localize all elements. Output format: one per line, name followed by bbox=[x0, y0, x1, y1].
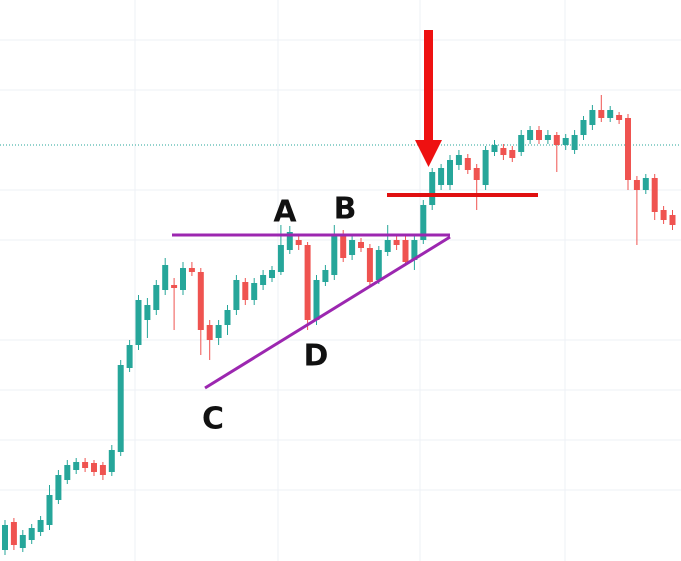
candle-body bbox=[135, 300, 142, 345]
candles bbox=[2, 95, 676, 555]
candle-body bbox=[375, 250, 382, 280]
candle-body bbox=[482, 150, 489, 185]
candle-body bbox=[206, 325, 213, 340]
candle-body bbox=[669, 215, 676, 225]
candle-body bbox=[162, 265, 169, 290]
candle-body bbox=[598, 110, 605, 118]
candle-body bbox=[393, 240, 400, 245]
support-line bbox=[204, 235, 451, 390]
candle-body bbox=[633, 180, 640, 190]
candle-body bbox=[64, 465, 71, 480]
annotation-label: B bbox=[334, 192, 357, 227]
candle-body bbox=[500, 148, 507, 155]
candle-body bbox=[233, 280, 240, 310]
candle-body bbox=[251, 283, 258, 300]
candle-body bbox=[455, 155, 462, 165]
candle-body bbox=[55, 475, 62, 500]
candle-body bbox=[384, 240, 391, 252]
candle-body bbox=[188, 268, 195, 272]
candle-body bbox=[473, 168, 480, 180]
candle-body bbox=[37, 520, 44, 532]
candle-body bbox=[19, 535, 26, 548]
candle-body bbox=[589, 110, 596, 125]
candle-body bbox=[527, 130, 534, 140]
annotation-label: A bbox=[273, 195, 297, 230]
candle-body bbox=[420, 205, 427, 240]
candle-body bbox=[215, 325, 222, 338]
candle-body bbox=[180, 268, 186, 290]
candle-body bbox=[28, 528, 35, 540]
candle-body bbox=[2, 525, 8, 550]
candle-body bbox=[358, 242, 364, 248]
candle-body bbox=[286, 232, 293, 250]
candle-body bbox=[651, 178, 658, 212]
candle-body bbox=[331, 235, 338, 275]
candle-body bbox=[429, 172, 436, 205]
candle-body bbox=[518, 135, 525, 152]
annotation-label: C bbox=[202, 402, 224, 437]
candle-body bbox=[304, 245, 311, 320]
annotation-label: D bbox=[304, 339, 329, 374]
candle-body bbox=[571, 135, 578, 150]
candle-body bbox=[625, 118, 631, 180]
candle-body bbox=[322, 270, 329, 282]
candle-body bbox=[277, 245, 284, 272]
candle-body bbox=[464, 158, 471, 170]
candle-body bbox=[171, 285, 178, 288]
candle-body bbox=[544, 135, 551, 140]
candle-body bbox=[660, 210, 667, 220]
candle-body bbox=[242, 282, 249, 300]
candle-body bbox=[269, 270, 275, 278]
candle-body bbox=[224, 310, 231, 325]
candle-body bbox=[553, 135, 560, 145]
candle-body bbox=[108, 450, 115, 472]
candle-body bbox=[447, 160, 453, 185]
candle-body bbox=[46, 495, 53, 525]
candle-body bbox=[126, 345, 133, 368]
candle-body bbox=[313, 280, 320, 320]
candle-body bbox=[144, 305, 151, 320]
candle-body bbox=[117, 365, 124, 452]
candle-body bbox=[99, 465, 106, 475]
candle-body bbox=[197, 272, 204, 330]
candle-body bbox=[73, 462, 80, 470]
candle-body bbox=[536, 130, 542, 140]
candle-body bbox=[153, 285, 160, 310]
candle-body bbox=[580, 120, 587, 135]
candle-body bbox=[366, 248, 373, 282]
candle-body bbox=[411, 240, 418, 260]
arrow bbox=[415, 30, 442, 167]
candle-body bbox=[562, 138, 569, 145]
candle-body bbox=[438, 168, 445, 185]
candle-body bbox=[340, 235, 347, 258]
candle-body bbox=[402, 240, 409, 262]
candle-body bbox=[260, 275, 267, 285]
candle-body bbox=[295, 240, 302, 245]
candle-body bbox=[509, 150, 516, 158]
candle-body bbox=[10, 522, 17, 545]
candle-body bbox=[91, 463, 97, 472]
candle-body bbox=[349, 240, 356, 255]
candle-body bbox=[491, 145, 498, 152]
candle-body bbox=[616, 115, 623, 120]
candle-body bbox=[607, 110, 614, 118]
candle-body bbox=[642, 178, 649, 190]
candle-body bbox=[82, 462, 89, 468]
